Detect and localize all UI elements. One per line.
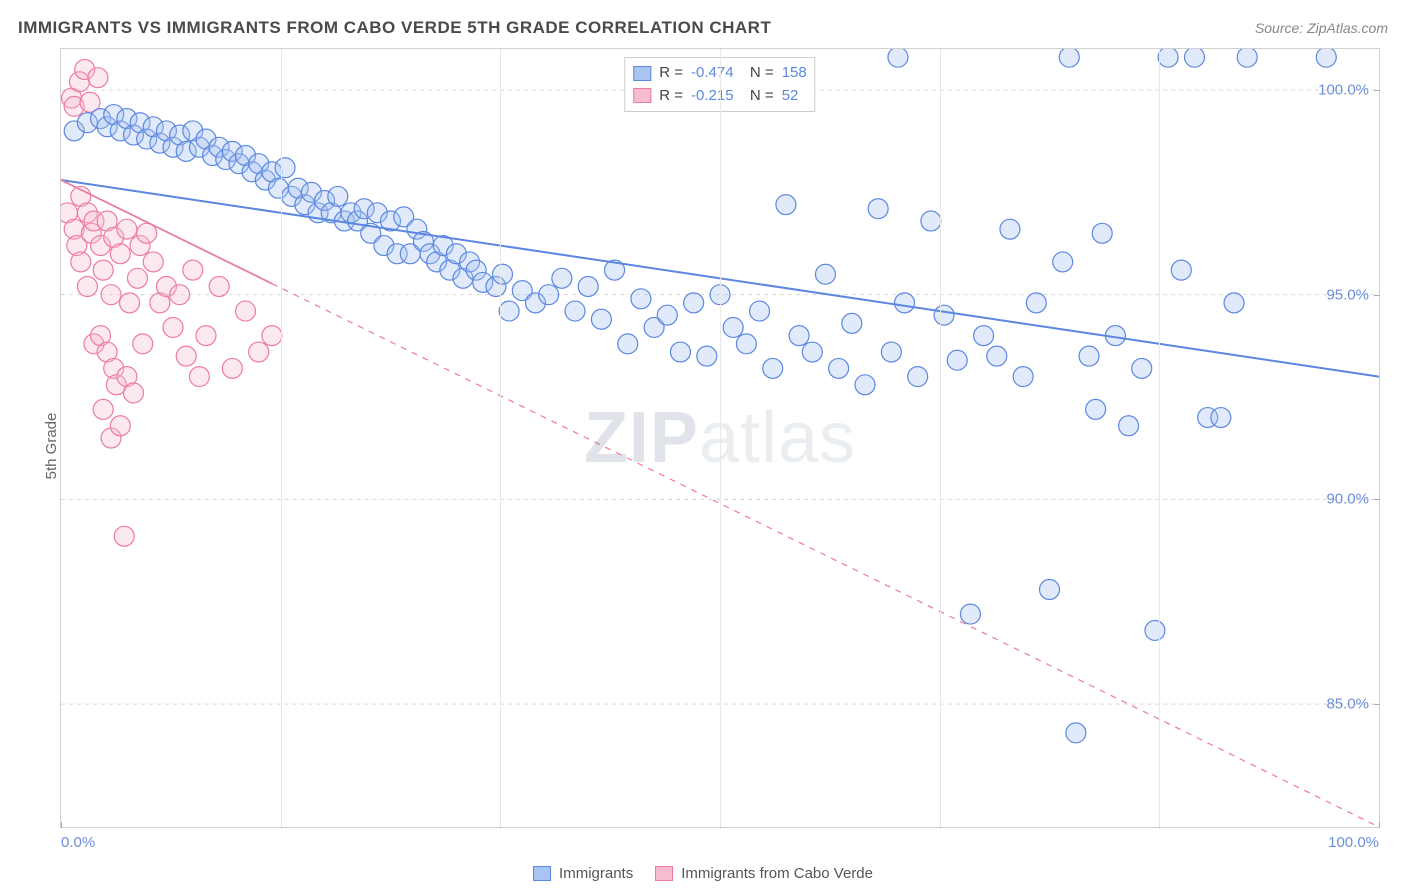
n-value-pink: 52 [782, 85, 799, 108]
r-value-pink: -0.215 [691, 85, 734, 108]
n-value-blue: 158 [782, 62, 807, 85]
legend-label-immigrants: Immigrants [559, 865, 633, 882]
chart-title: IMMIGRANTS VS IMMIGRANTS FROM CABO VERDE… [18, 18, 771, 38]
swatch-pink-icon [655, 866, 673, 881]
y-axis-label: 5th Grade [43, 413, 60, 480]
swatch-blue [633, 66, 651, 81]
r-value-blue: -0.474 [691, 62, 734, 85]
swatch-blue-icon [533, 866, 551, 881]
chart-plot-area: ZIPatlas R = -0.474 N = 158 R = -0.215 N… [60, 48, 1380, 828]
series-legend: Immigrants Immigrants from Cabo Verde [533, 865, 873, 882]
legend-item-cabo-verde: Immigrants from Cabo Verde [655, 865, 873, 882]
chart-source: Source: ZipAtlas.com [1255, 20, 1388, 36]
legend-label-cabo-verde: Immigrants from Cabo Verde [681, 865, 873, 882]
swatch-pink [633, 88, 651, 103]
legend-item-immigrants: Immigrants [533, 865, 633, 882]
